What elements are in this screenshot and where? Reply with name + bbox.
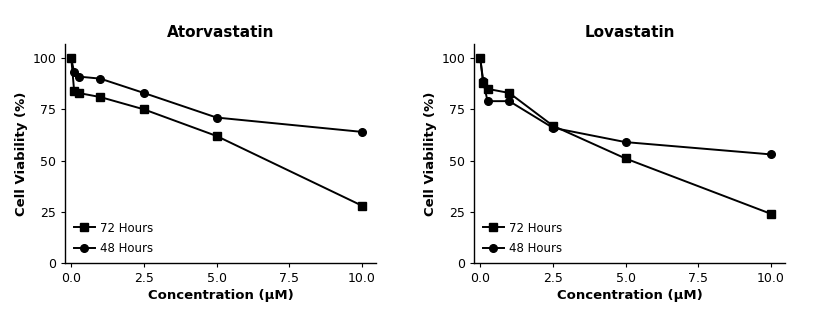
Legend: 72 Hours, 48 Hours: 72 Hours, 48 Hours [71, 219, 155, 257]
72 Hours [357, 204, 366, 208]
72 Hours [766, 212, 775, 216]
72 Hours [212, 134, 222, 138]
48 Hours [74, 75, 83, 79]
48 Hours [479, 79, 488, 83]
Legend: 72 Hours, 48 Hours: 72 Hours, 48 Hours [480, 219, 564, 257]
48 Hours [548, 126, 558, 130]
48 Hours [357, 130, 366, 134]
72 Hours [74, 91, 83, 95]
Y-axis label: Cell Viability (%): Cell Viability (%) [16, 91, 29, 216]
48 Hours [766, 152, 775, 156]
48 Hours [139, 91, 149, 95]
72 Hours [139, 107, 149, 111]
72 Hours [483, 87, 492, 91]
72 Hours [96, 95, 106, 99]
48 Hours [70, 71, 79, 74]
72 Hours [70, 89, 79, 93]
48 Hours [475, 56, 485, 60]
Title: Atorvastatin: Atorvastatin [167, 25, 275, 40]
Title: Lovastatin: Lovastatin [585, 25, 675, 40]
X-axis label: Concentration (μM): Concentration (μM) [148, 289, 294, 302]
Line: 72 Hours: 72 Hours [67, 54, 366, 209]
Line: 48 Hours: 48 Hours [67, 54, 366, 136]
48 Hours [621, 140, 631, 144]
Line: 72 Hours: 72 Hours [476, 54, 775, 218]
48 Hours [96, 77, 106, 80]
72 Hours [66, 56, 76, 60]
72 Hours [475, 56, 485, 60]
Y-axis label: Cell Viability (%): Cell Viability (%) [425, 91, 438, 216]
72 Hours [621, 156, 631, 160]
48 Hours [66, 56, 76, 60]
Line: 48 Hours: 48 Hours [476, 54, 775, 158]
48 Hours [483, 99, 492, 103]
72 Hours [505, 91, 515, 95]
72 Hours [548, 124, 558, 128]
X-axis label: Concentration (μM): Concentration (μM) [557, 289, 703, 302]
48 Hours [212, 116, 222, 120]
72 Hours [479, 81, 488, 85]
48 Hours [505, 99, 515, 103]
